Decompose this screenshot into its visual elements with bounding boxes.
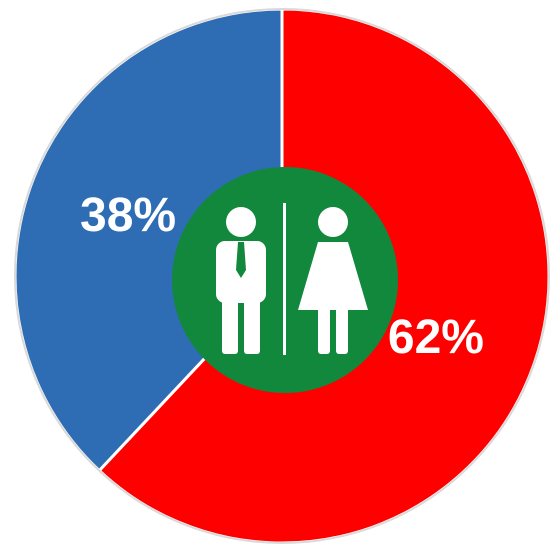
slice-label-1: 62%: [388, 311, 484, 364]
slice-label-2: 38%: [80, 189, 176, 242]
man-icon: [216, 207, 266, 354]
woman-icon: [298, 207, 368, 354]
center-badge: [172, 167, 398, 393]
divider-line: [283, 203, 286, 355]
pie-labels: 62% 38%: [80, 189, 484, 364]
pie-outline: [14, 8, 550, 544]
